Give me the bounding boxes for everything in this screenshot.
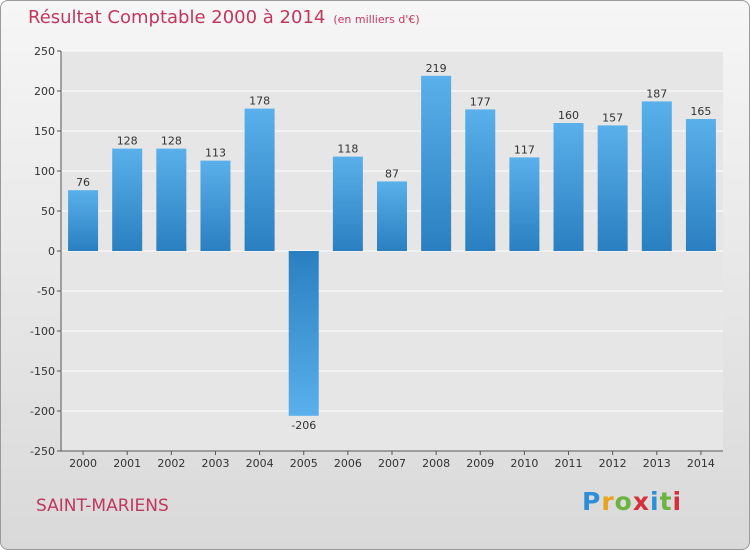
data-label: 128 — [161, 135, 182, 148]
x-tick-label: 2007 — [378, 457, 406, 470]
bar — [421, 75, 452, 251]
x-tick-label: 2010 — [510, 457, 538, 470]
y-tick-label: -200 — [30, 405, 55, 418]
data-label: 128 — [117, 135, 138, 148]
brand-logo-letter: i — [672, 487, 683, 516]
brand-logo-letter: t — [659, 487, 673, 516]
y-tick-label: -100 — [30, 325, 55, 338]
bar — [244, 108, 275, 251]
brand-logo-letter: r — [601, 487, 615, 516]
data-label: 113 — [205, 147, 226, 160]
data-label: 160 — [558, 109, 579, 122]
x-tick-label: 2012 — [599, 457, 627, 470]
bar — [597, 125, 628, 251]
y-tick-label: -50 — [37, 285, 55, 298]
chart-title-unit: (en milliers d'€) — [333, 13, 420, 26]
data-label: 178 — [249, 95, 270, 108]
data-label: 165 — [690, 105, 711, 118]
y-tick-label: 200 — [34, 85, 55, 98]
y-tick-label: -150 — [30, 365, 55, 378]
x-tick-label: 2004 — [246, 457, 274, 470]
x-tick-label: 2000 — [69, 457, 97, 470]
y-tick-label: 150 — [34, 125, 55, 138]
brand-logo-letter: i — [650, 487, 660, 516]
bar — [553, 123, 584, 251]
data-label: 117 — [514, 143, 535, 156]
y-tick-label: 0 — [48, 245, 55, 258]
x-tick-label: 2005 — [290, 457, 318, 470]
data-label: 187 — [646, 87, 667, 100]
bar — [68, 190, 99, 251]
x-tick-label: 2009 — [466, 457, 494, 470]
bar — [156, 148, 187, 251]
bar — [685, 119, 716, 251]
bar — [288, 251, 319, 416]
bar — [509, 157, 540, 251]
location-label: SAINT-MARIENS — [36, 496, 169, 516]
bar — [377, 181, 407, 251]
x-tick-label: 2003 — [201, 457, 229, 470]
bar — [332, 156, 363, 251]
chart-title: Résultat Comptable 2000 à 2014 (en millie… — [28, 7, 420, 28]
x-tick-label: 2014 — [687, 457, 715, 470]
x-tick-label: 2011 — [555, 457, 583, 470]
x-tick-label: 2013 — [643, 457, 671, 470]
x-tick-label: 2001 — [113, 457, 141, 470]
data-label: 219 — [426, 62, 447, 75]
bar — [200, 160, 231, 251]
data-label: 87 — [385, 167, 399, 180]
brand-logo-letter: x — [632, 487, 650, 516]
chart-title-main: Résultat Comptable 2000 à 2014 — [28, 7, 326, 28]
y-tick-label: 50 — [41, 205, 55, 218]
bar — [641, 101, 672, 252]
bar — [112, 148, 143, 251]
x-tick-label: 2006 — [334, 457, 362, 470]
brand-logo-letter: o — [614, 487, 633, 516]
data-label: 118 — [337, 143, 358, 156]
data-label: 157 — [602, 111, 623, 124]
brand-logo-letter: P — [582, 487, 602, 516]
data-label: 76 — [76, 176, 90, 189]
y-tick-label: 100 — [34, 165, 55, 178]
x-tick-label: 2008 — [422, 457, 450, 470]
x-tick-label: 2002 — [157, 457, 185, 470]
data-label: -206 — [291, 419, 316, 432]
y-tick-label: -250 — [30, 445, 55, 458]
brand-logo: Proxiti — [582, 487, 682, 516]
y-tick-label: 250 — [34, 45, 55, 58]
data-label: 177 — [470, 95, 491, 108]
bar — [465, 109, 496, 252]
